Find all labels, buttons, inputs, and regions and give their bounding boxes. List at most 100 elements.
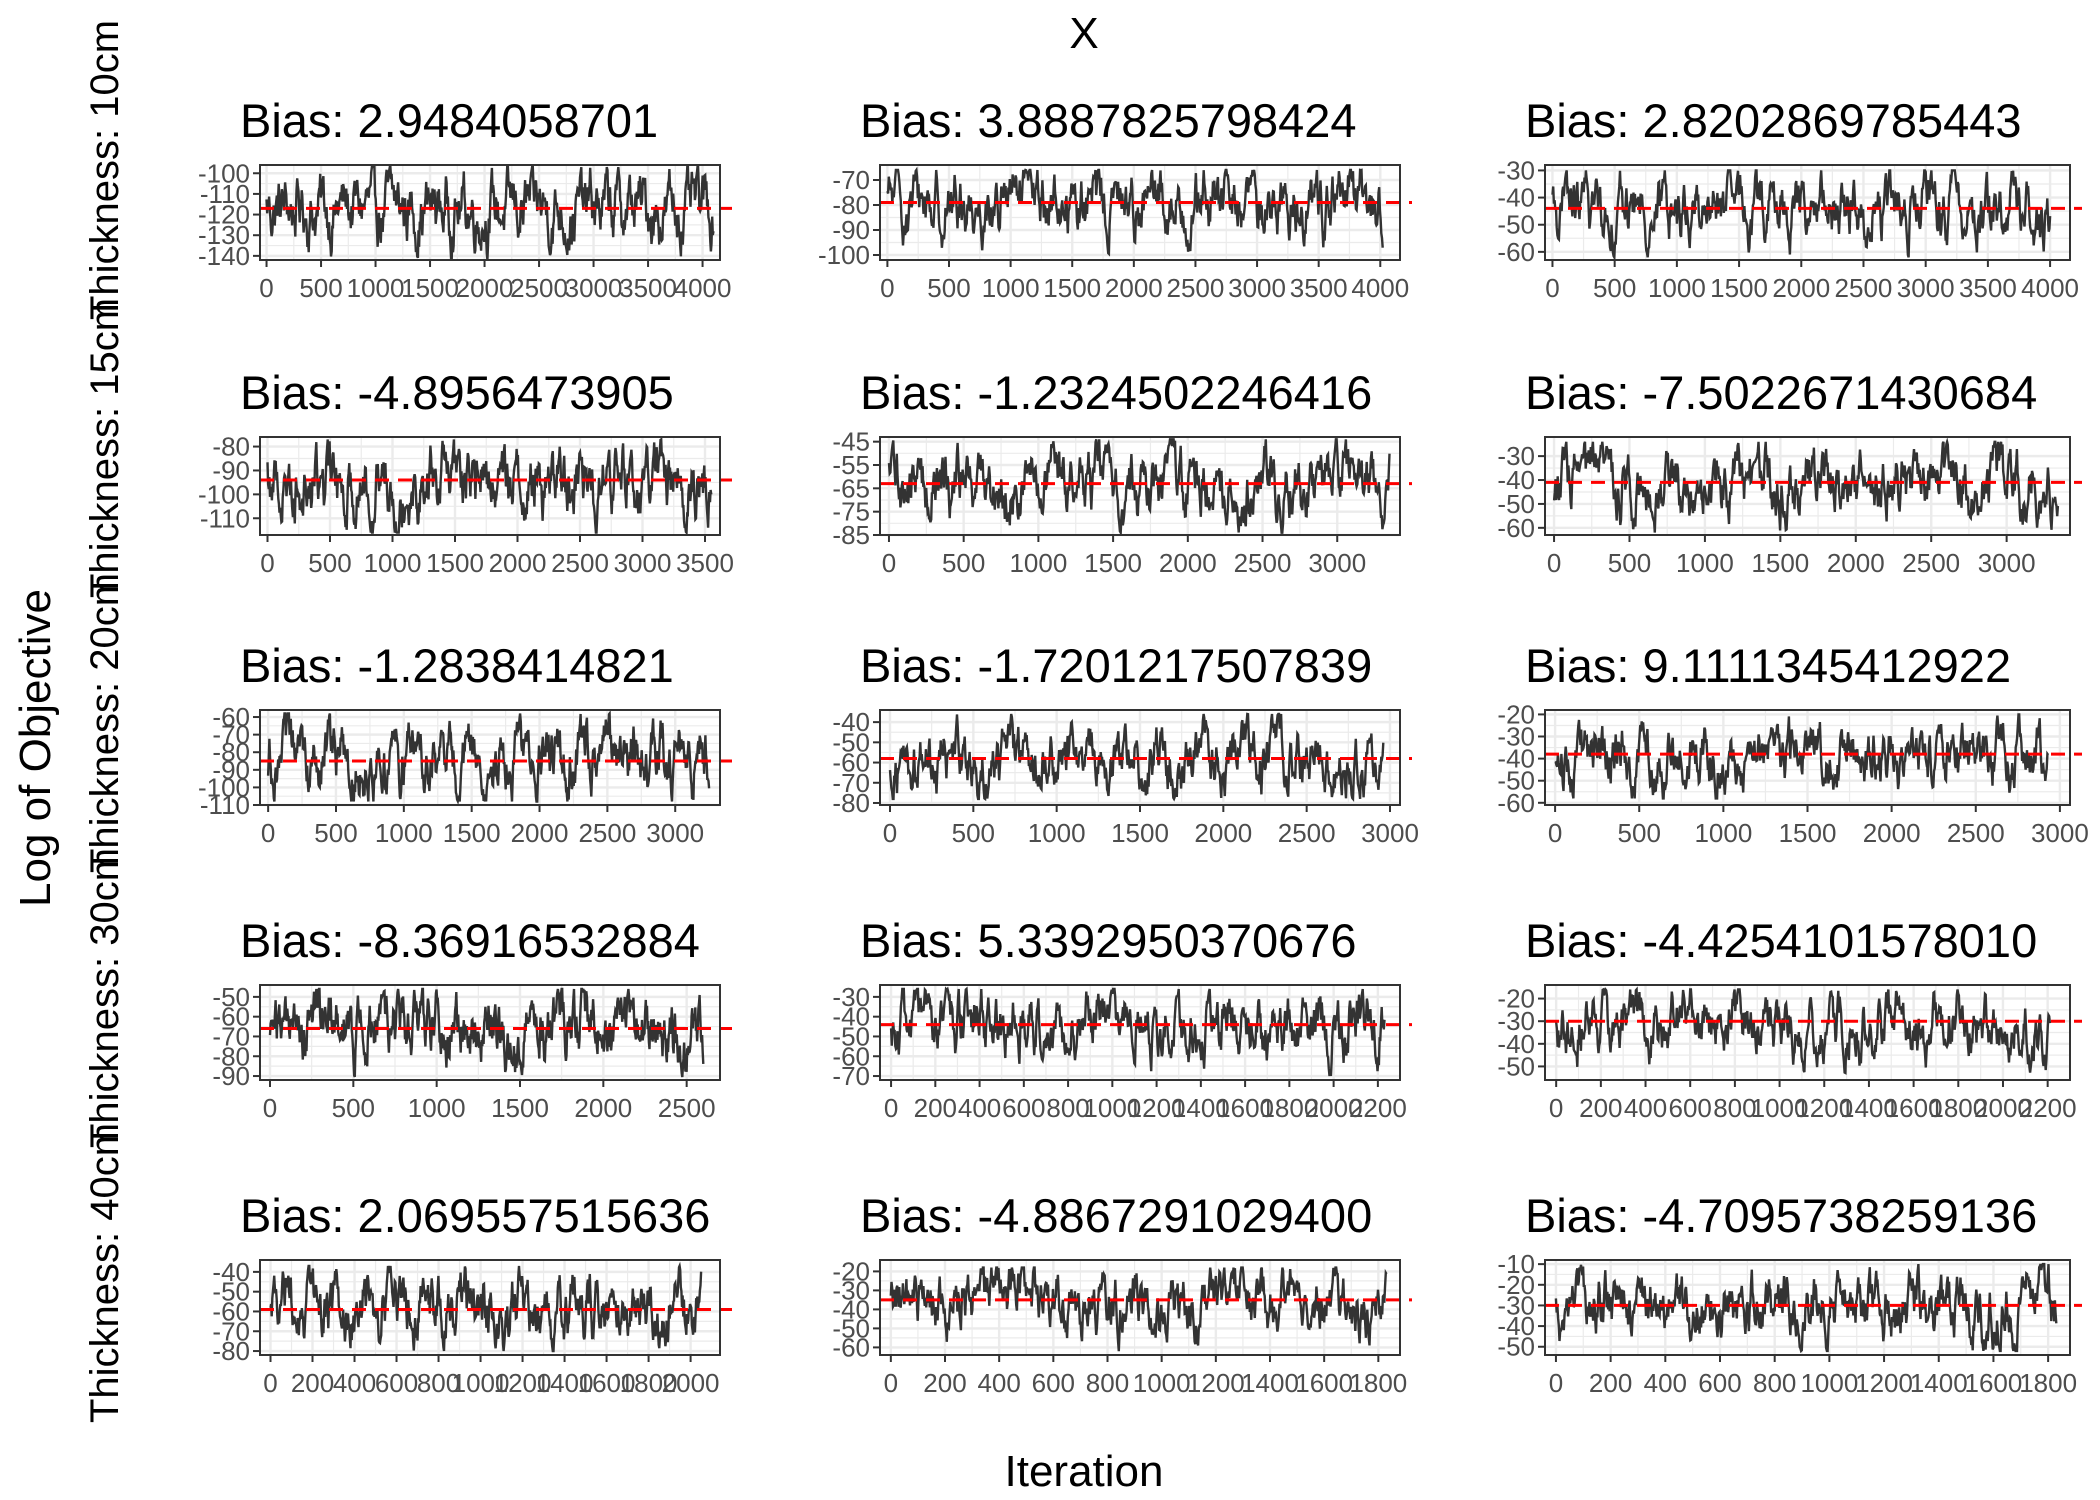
x-tick-label: 2500 bbox=[1234, 548, 1292, 578]
y-tick-label: -10 bbox=[1497, 1249, 1535, 1279]
y-tick-label: -60 bbox=[212, 1002, 250, 1032]
x-tick-label: 500 bbox=[1618, 818, 1661, 848]
x-tick-label: 2200 bbox=[2019, 1093, 2077, 1123]
x-tick-label: 1000 bbox=[1648, 273, 1706, 303]
y-tick-label: -50 bbox=[832, 1021, 870, 1051]
row-label: Thickness: 15cm bbox=[83, 298, 127, 598]
y-tick-label: -40 bbox=[1497, 744, 1535, 774]
panel-title: Bias: -1.2838414821 bbox=[240, 639, 674, 692]
y-tick-label: -40 bbox=[1497, 1029, 1535, 1059]
row-label: Thickness: 40cm bbox=[83, 1123, 127, 1423]
x-tick-label: 0 bbox=[261, 818, 275, 848]
x-tick-label: 2500 bbox=[510, 273, 568, 303]
y-tick-label: -100 bbox=[818, 240, 870, 270]
x-tick-label: 2000 bbox=[1772, 273, 1830, 303]
x-axis-label: Iteration bbox=[1005, 1447, 1164, 1496]
x-tick-label: 1000 bbox=[1009, 548, 1067, 578]
x-tick-label: 400 bbox=[977, 1368, 1020, 1398]
x-tick-label: 2500 bbox=[1835, 273, 1893, 303]
x-tick-label: 0 bbox=[884, 1368, 898, 1398]
y-tick-label: -45 bbox=[832, 427, 870, 457]
x-tick-label: 3000 bbox=[2031, 818, 2089, 848]
x-tick-label: 600 bbox=[1032, 1368, 1075, 1398]
panel-title: Bias: -1.2324502246416 bbox=[860, 366, 1372, 419]
x-tick-label: 1400 bbox=[1172, 1093, 1230, 1123]
y-tick-label: -85 bbox=[832, 520, 870, 550]
y-tick-label: -40 bbox=[832, 1002, 870, 1032]
panel-border bbox=[259, 164, 721, 261]
x-tick-label: 1500 bbox=[1043, 273, 1101, 303]
x-tick-label: 1500 bbox=[1710, 273, 1768, 303]
y-tick-label: -30 bbox=[1497, 441, 1535, 471]
y-tick-label: -20 bbox=[1497, 699, 1535, 729]
y-tick-label: -40 bbox=[832, 1294, 870, 1324]
x-tick-label: 200 bbox=[1579, 1093, 1622, 1123]
panel-title: Bias: -1.7201217507839 bbox=[860, 639, 1372, 692]
x-tick-label: 0 bbox=[882, 548, 896, 578]
y-tick-label: -140 bbox=[198, 241, 250, 271]
y-tick-label: -90 bbox=[212, 455, 250, 485]
x-tick-label: 2500 bbox=[1947, 818, 2005, 848]
panel-title: Bias: -8.36916532884 bbox=[240, 914, 700, 967]
y-tick-label: -40 bbox=[1497, 183, 1535, 213]
x-tick-label: 2000 bbox=[1105, 273, 1163, 303]
x-tick-label: 500 bbox=[299, 273, 342, 303]
x-tick-label: 2000 bbox=[489, 548, 547, 578]
y-tick-label: -120 bbox=[198, 200, 250, 230]
x-tick-label: 0 bbox=[1548, 818, 1562, 848]
panels: Bias: 2.9484058701-100-110-120-130-1400 5… bbox=[198, 94, 2089, 1398]
x-tick-label: 0 bbox=[1547, 548, 1561, 578]
trace-line bbox=[1552, 437, 2060, 533]
x-tick-label: 3000 bbox=[1361, 818, 1419, 848]
panel-border bbox=[1544, 164, 2071, 261]
x-tick-label: 3000 bbox=[646, 818, 704, 848]
trace-line bbox=[889, 986, 1386, 1077]
x-tick-label: 0 bbox=[1549, 1093, 1563, 1123]
x-tick-label: 1200 bbox=[1187, 1368, 1245, 1398]
x-tick-label: 3500 bbox=[676, 548, 734, 578]
y-tick-label: -80 bbox=[212, 432, 250, 462]
panel-border bbox=[259, 1259, 721, 1356]
x-tick-label: 1000 bbox=[364, 548, 422, 578]
x-tick-label: 800 bbox=[417, 1368, 460, 1398]
panel-border bbox=[259, 436, 721, 536]
x-tick-label: 500 bbox=[942, 548, 985, 578]
x-tick-label: 400 bbox=[1644, 1368, 1687, 1398]
y-tick-label: -100 bbox=[198, 772, 250, 802]
row-label: Thickness: 10cm bbox=[83, 20, 127, 320]
x-tick-label: 0 bbox=[259, 273, 273, 303]
trace-line bbox=[269, 1261, 703, 1353]
panel-title: Bias: 9.1111345412922 bbox=[1525, 639, 2011, 692]
y-tick-label: -50 bbox=[832, 1313, 870, 1343]
x-tick-label: 1500 bbox=[426, 548, 484, 578]
y-tick-label: -110 bbox=[200, 790, 250, 820]
x-tick-label: 0 bbox=[883, 818, 897, 848]
x-tick-label: 2000 bbox=[662, 1368, 720, 1398]
y-tick-label: -50 bbox=[1497, 489, 1535, 519]
y-tick-label: -110 bbox=[200, 179, 250, 209]
x-tick-label: 1000 bbox=[1083, 1093, 1141, 1123]
y-tick-label: -50 bbox=[832, 727, 870, 757]
trace-panel: Bias: 2.9484058701 -100-110-120-130-140 0 5… bbox=[198, 94, 732, 303]
x-tick-label: 500 bbox=[952, 818, 995, 848]
x-tick-label: 3500 bbox=[619, 273, 677, 303]
x-tick-label: 800 bbox=[1046, 1093, 1089, 1123]
x-tick-label: 3000 bbox=[614, 548, 672, 578]
trace-line bbox=[1555, 986, 2052, 1075]
y-tick-label: -80 bbox=[832, 190, 870, 220]
x-tick-label: 1000 bbox=[982, 273, 1040, 303]
x-tick-label: 1500 bbox=[1779, 818, 1837, 848]
x-tick-label: 2200 bbox=[1349, 1093, 1407, 1123]
x-tick-label: 2500 bbox=[1167, 273, 1225, 303]
x-tick-label: 1800 bbox=[620, 1368, 678, 1398]
trace-line bbox=[1554, 1262, 2058, 1354]
trace-line bbox=[266, 710, 711, 805]
y-tick-label: -90 bbox=[832, 215, 870, 245]
trace-panel: Bias: -4.4254101578010 -20-30-40-50 0 200 40… bbox=[1497, 914, 2082, 1123]
x-tick-label: 200 bbox=[923, 1368, 966, 1398]
y-tick-label: -90 bbox=[212, 755, 250, 785]
panel-border bbox=[879, 1259, 1401, 1356]
y-tick-label: -50 bbox=[1497, 210, 1535, 240]
panel-title: Bias: -4.4254101578010 bbox=[1525, 914, 2037, 967]
